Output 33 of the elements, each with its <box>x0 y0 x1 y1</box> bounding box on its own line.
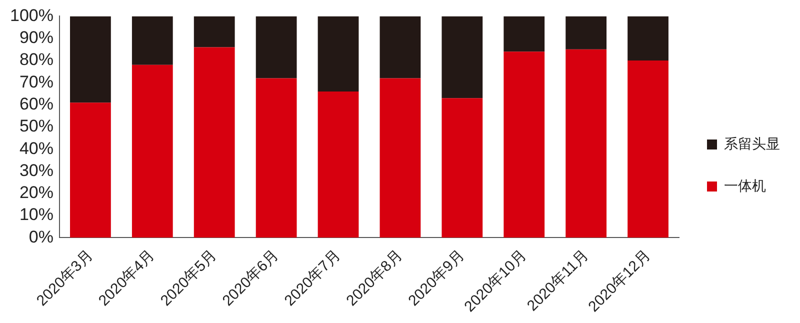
bar <box>504 52 545 238</box>
y-tick-label: 20% <box>19 183 54 202</box>
y-tick-label: 70% <box>19 72 54 92</box>
bar <box>566 16 607 50</box>
bar <box>628 16 668 60</box>
y-tick-label: 60% <box>19 94 54 114</box>
bar <box>566 49 607 238</box>
y-tick-label: 40% <box>19 138 54 158</box>
bar <box>628 60 668 238</box>
bar <box>504 16 545 52</box>
y-tick-label: 90% <box>19 28 54 48</box>
y-tick-label: 30% <box>19 160 54 180</box>
bar <box>256 78 297 238</box>
bar <box>318 92 359 238</box>
y-tick-label: 50% <box>19 116 54 136</box>
legend-label: 一体机 <box>724 177 766 194</box>
bar <box>256 16 297 78</box>
y-tick-label: 80% <box>19 50 54 70</box>
bar <box>70 102 111 238</box>
bar <box>380 16 421 78</box>
bar <box>132 64 173 238</box>
legend-label: 系留头显 <box>724 135 780 152</box>
bar <box>442 98 483 238</box>
y-tick-label: 10% <box>19 205 54 224</box>
bar <box>70 16 111 103</box>
bar <box>194 47 235 238</box>
bar <box>380 78 421 238</box>
y-tick-label: 100% <box>10 6 54 25</box>
bar <box>318 16 359 92</box>
bar <box>194 16 235 48</box>
y-tick-label: 0% <box>28 227 54 246</box>
bar <box>132 16 173 65</box>
bar <box>442 16 483 98</box>
